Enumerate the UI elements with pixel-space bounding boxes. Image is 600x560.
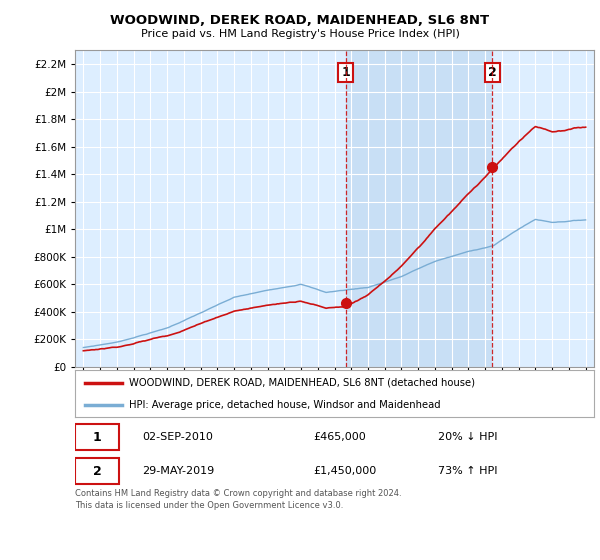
FancyBboxPatch shape xyxy=(75,424,119,450)
Text: 29-MAY-2019: 29-MAY-2019 xyxy=(142,466,215,476)
Text: 73% ↑ HPI: 73% ↑ HPI xyxy=(438,466,498,476)
Text: £1,450,000: £1,450,000 xyxy=(314,466,377,476)
Text: Price paid vs. HM Land Registry's House Price Index (HPI): Price paid vs. HM Land Registry's House … xyxy=(140,29,460,39)
Text: 2: 2 xyxy=(93,465,101,478)
FancyBboxPatch shape xyxy=(75,458,119,484)
Text: 20% ↓ HPI: 20% ↓ HPI xyxy=(438,432,498,442)
Text: £465,000: £465,000 xyxy=(314,432,367,442)
Text: WOODWIND, DEREK ROAD, MAIDENHEAD, SL6 8NT: WOODWIND, DEREK ROAD, MAIDENHEAD, SL6 8N… xyxy=(110,14,490,27)
Text: 1: 1 xyxy=(93,431,101,444)
Text: Contains HM Land Registry data © Crown copyright and database right 2024.
This d: Contains HM Land Registry data © Crown c… xyxy=(75,489,401,510)
Text: WOODWIND, DEREK ROAD, MAIDENHEAD, SL6 8NT (detached house): WOODWIND, DEREK ROAD, MAIDENHEAD, SL6 8N… xyxy=(130,378,475,388)
Bar xyxy=(346,50,492,367)
Text: 2: 2 xyxy=(488,66,496,79)
Text: 02-SEP-2010: 02-SEP-2010 xyxy=(142,432,214,442)
Text: 1: 1 xyxy=(341,66,350,79)
Text: HPI: Average price, detached house, Windsor and Maidenhead: HPI: Average price, detached house, Wind… xyxy=(130,400,441,410)
